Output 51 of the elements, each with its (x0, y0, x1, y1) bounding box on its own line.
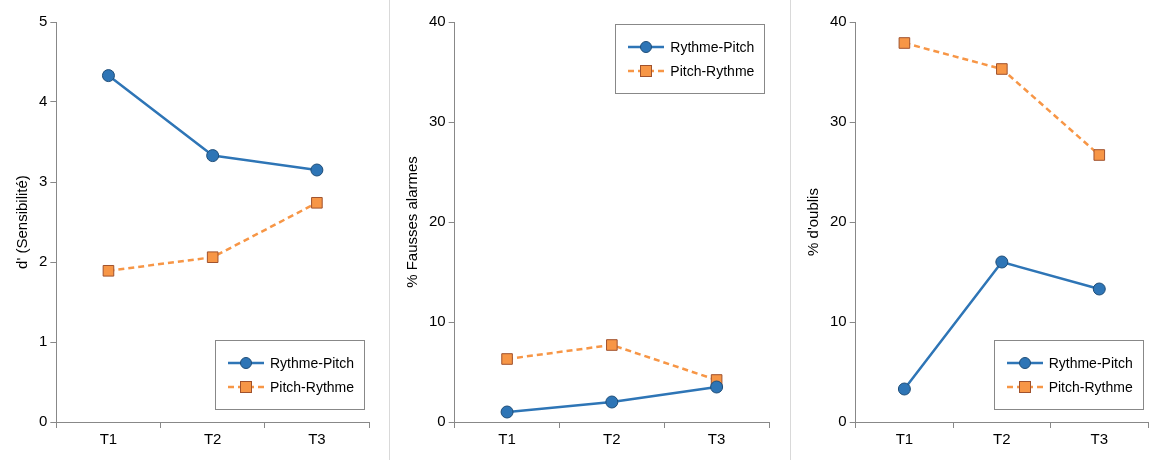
y-tick-label: 40 (829, 12, 847, 30)
point (501, 353, 514, 365)
y-tick-label: 5 (39, 12, 48, 30)
y-tick-label: 10 (429, 312, 447, 330)
y-tick-label: 3 (39, 172, 48, 190)
x-tick-label: T2 (992, 430, 1011, 448)
y-tick-label: 0 (39, 412, 48, 430)
point (897, 382, 911, 396)
point (206, 149, 220, 163)
y-tick-label: 20 (829, 212, 847, 230)
point (101, 69, 115, 83)
x-tick-label: T2 (603, 430, 621, 448)
y-axis-title: % d'oublis (803, 188, 821, 256)
y-axis-title: % Fausses alarmes (403, 156, 421, 288)
point (606, 339, 618, 351)
y-tick-label: 10 (829, 312, 847, 330)
point (994, 255, 1008, 269)
x-tick-label: T3 (308, 430, 326, 448)
point (102, 265, 115, 277)
y-tick-label: 0 (437, 412, 447, 430)
point (898, 37, 910, 49)
legend-label: Rythme-Pitch (670, 39, 755, 55)
legend-label: Pitch-Rythme (670, 63, 755, 79)
point (311, 197, 323, 209)
y-tick-label: 30 (429, 112, 447, 130)
point (995, 63, 1008, 75)
point (605, 395, 619, 409)
legend-label: Pitch-Rythme (270, 379, 355, 395)
y-tick-label: 2 (39, 252, 48, 270)
y-tick-label: 40 (429, 12, 447, 30)
point (310, 163, 324, 177)
x-tick-label: T3 (1090, 430, 1108, 448)
y-axis-title: d' (Sensibilité) (13, 175, 31, 269)
point (1092, 282, 1106, 296)
point (710, 380, 724, 394)
x-tick-label: T3 (708, 430, 726, 448)
point (206, 251, 219, 263)
y-tick-label: 30 (829, 112, 847, 130)
x-tick-label: T1 (498, 430, 517, 448)
x-tick-label: T1 (99, 430, 118, 448)
point (500, 405, 514, 419)
y-tick-label: 1 (39, 332, 48, 350)
point (1093, 149, 1105, 161)
y-tick-label: 20 (429, 212, 447, 230)
x-tick-label: T1 (895, 430, 913, 448)
y-tick-label: 0 (837, 412, 847, 430)
legend-label: Rythme-Pitch (270, 355, 355, 371)
legend-label: Rythme-Pitch (1048, 355, 1133, 371)
legend-label: Pitch-Rythme (1048, 379, 1133, 395)
x-tick-label: T2 (203, 430, 222, 448)
y-tick-label: 4 (39, 92, 48, 110)
